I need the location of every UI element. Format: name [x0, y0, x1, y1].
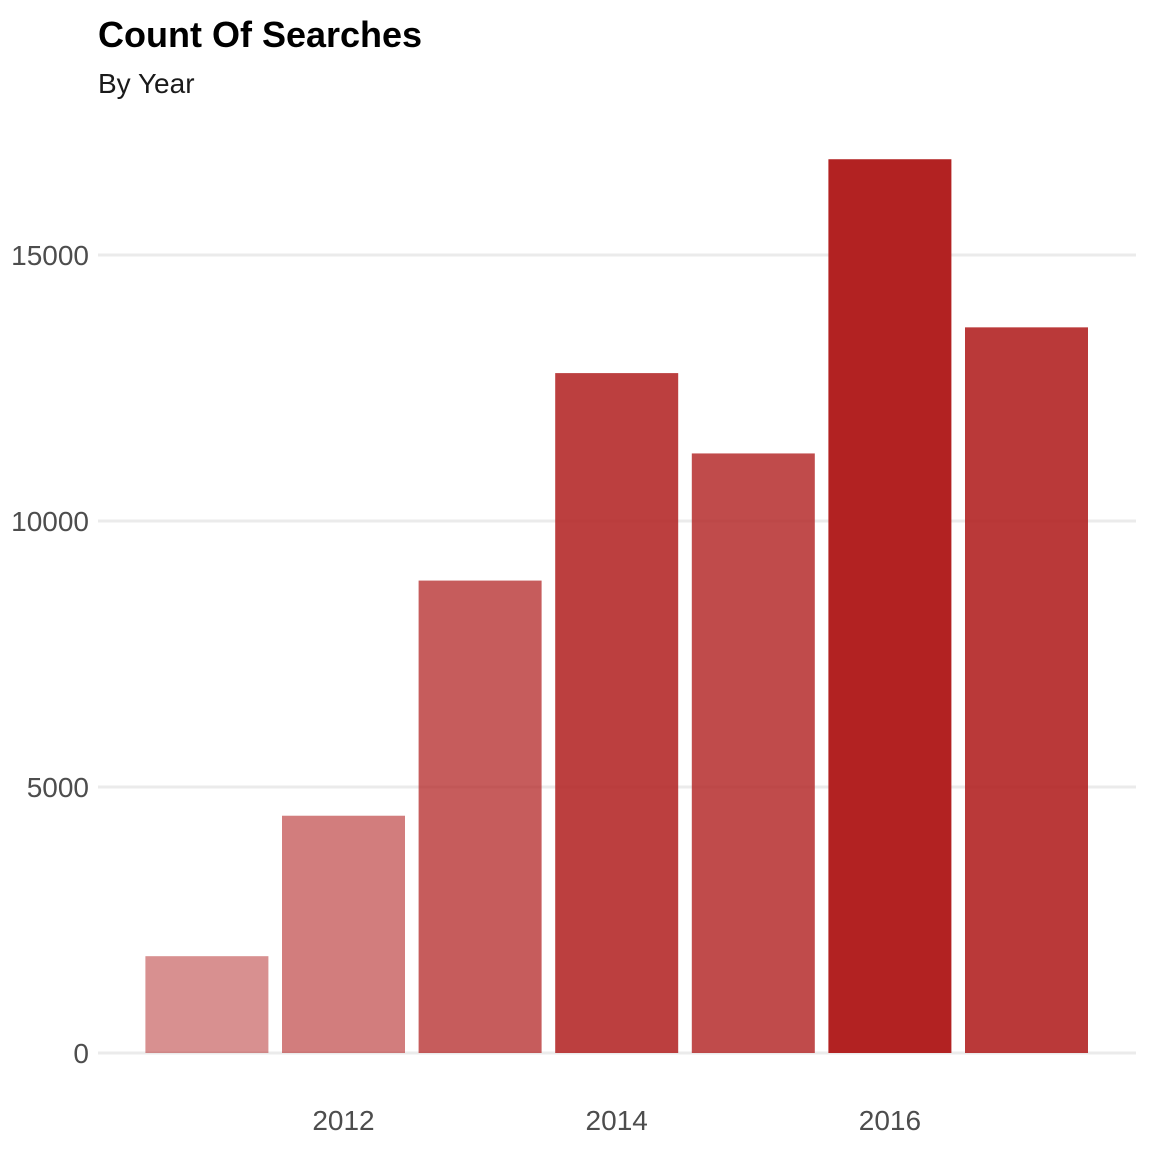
bar-2016	[828, 159, 952, 1054]
chart-title: Count Of Searches	[98, 14, 422, 55]
y-axis: 0 5000 10000 15000	[11, 240, 89, 1069]
chart-subtitle: By Year	[98, 68, 195, 99]
bar-2014	[555, 373, 679, 1053]
bars	[145, 159, 1088, 1054]
y-tick-label: 10000	[11, 506, 89, 537]
x-tick-label: 2016	[859, 1105, 921, 1136]
x-axis: 2012 2014 2016	[312, 1105, 921, 1136]
bar-2013	[418, 580, 542, 1053]
bar-2011	[145, 956, 269, 1053]
bar-2015	[691, 453, 815, 1053]
y-tick-label: 0	[73, 1038, 89, 1069]
y-tick-label: 5000	[27, 772, 89, 803]
bar-2017	[965, 327, 1088, 1053]
y-tick-label: 15000	[11, 240, 89, 271]
x-tick-label: 2012	[312, 1105, 374, 1136]
bar-2012	[282, 815, 405, 1053]
x-tick-label: 2014	[586, 1105, 648, 1136]
